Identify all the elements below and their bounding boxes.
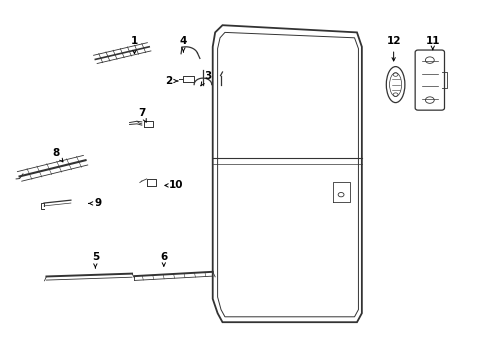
Text: 1: 1 — [131, 36, 138, 54]
Text: 10: 10 — [164, 180, 183, 190]
Text: 5: 5 — [92, 252, 99, 268]
Text: 9: 9 — [88, 198, 101, 208]
Text: 6: 6 — [160, 252, 167, 266]
Text: 3: 3 — [201, 71, 211, 86]
Text: 8: 8 — [53, 148, 63, 162]
Text: 12: 12 — [386, 36, 400, 61]
Text: 7: 7 — [138, 108, 146, 122]
Text: 2: 2 — [165, 76, 178, 86]
Text: 4: 4 — [179, 36, 187, 52]
Text: 11: 11 — [425, 36, 439, 50]
